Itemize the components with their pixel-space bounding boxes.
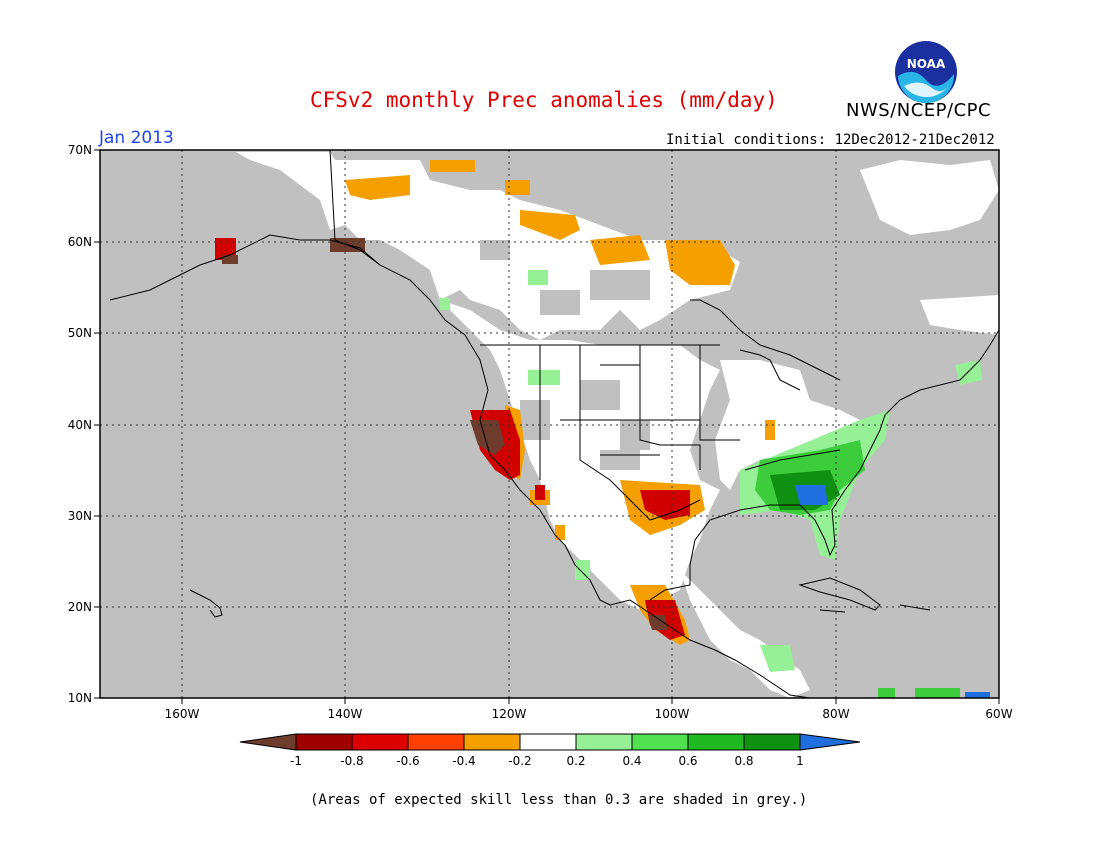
lat-label: 60N (68, 235, 92, 249)
lat-label: 70N (68, 143, 92, 157)
initial-conditions-label: Initial conditions: 12Dec2012-21Dec2012 (666, 132, 995, 148)
legend-tick-label: 0.4 (622, 754, 641, 768)
lon-label: 60W (985, 707, 1012, 721)
coastlines (109, 150, 999, 698)
lon-label: 120W (492, 707, 527, 721)
legend-swatch (575, 733, 633, 751)
legend-tick-label: -0.2 (508, 754, 531, 768)
legend-tick-label: 0.8 (734, 754, 753, 768)
legend-tick-label: 0.6 (678, 754, 697, 768)
valid-month-label: Jan 2013 (99, 128, 174, 148)
axis-ticks (94, 149, 1000, 704)
lon-label: 100W (655, 707, 690, 721)
agency-label: NWS/NCEP/CPC (846, 100, 992, 121)
low-skill-patches (480, 240, 650, 470)
lat-label: 50N (68, 326, 92, 340)
lon-label: 80W (822, 707, 849, 721)
map-frame (99, 149, 1000, 699)
lat-label: 10N (68, 691, 92, 705)
legend-swatch (351, 733, 409, 751)
lon-label: 140W (328, 707, 363, 721)
legend-swatch (295, 733, 353, 751)
legend-tick-label: -0.6 (396, 754, 419, 768)
noaa-logo-icon: NOAA (895, 41, 957, 104)
lat-label: 30N (68, 509, 92, 523)
legend-swatch (407, 733, 465, 751)
islands (189, 577, 931, 618)
gridlines (100, 150, 999, 698)
wet-anomaly-blue (795, 485, 990, 698)
legend-tick-label: -0.4 (452, 754, 475, 768)
legend-arrow-low (239, 733, 297, 751)
legend-swatch (631, 733, 689, 751)
skill-footnote: (Areas of expected skill less than 0.3 a… (310, 792, 808, 808)
lat-label: 20N (68, 600, 92, 614)
lon-label: 160W (165, 707, 200, 721)
lat-labels: 70N 60N 50N 40N 30N 20N 10N (68, 143, 92, 705)
legend-tick-label: -0.8 (340, 754, 363, 768)
legend-swatch (687, 733, 745, 751)
chart-title: CFSv2 monthly Prec anomalies (mm/day) (310, 88, 778, 112)
legend-swatch (463, 733, 521, 751)
lon-labels: 160W 140W 120W 100W 80W 60W (165, 707, 1013, 721)
legend-tick-label: 1 (796, 754, 804, 768)
lat-label: 40N (68, 418, 92, 432)
legend-tick-label: -1 (290, 754, 302, 768)
color-legend: -1 -0.8 -0.6 -0.4 -0.2 0.2 0.4 0.6 0.8 1 (239, 733, 861, 768)
legend-swatch (743, 733, 801, 751)
svg-text:NOAA: NOAA (907, 57, 946, 71)
legend-swatch (519, 733, 577, 751)
legend-arrow-high (799, 733, 861, 751)
legend-tick-label: 0.2 (566, 754, 585, 768)
